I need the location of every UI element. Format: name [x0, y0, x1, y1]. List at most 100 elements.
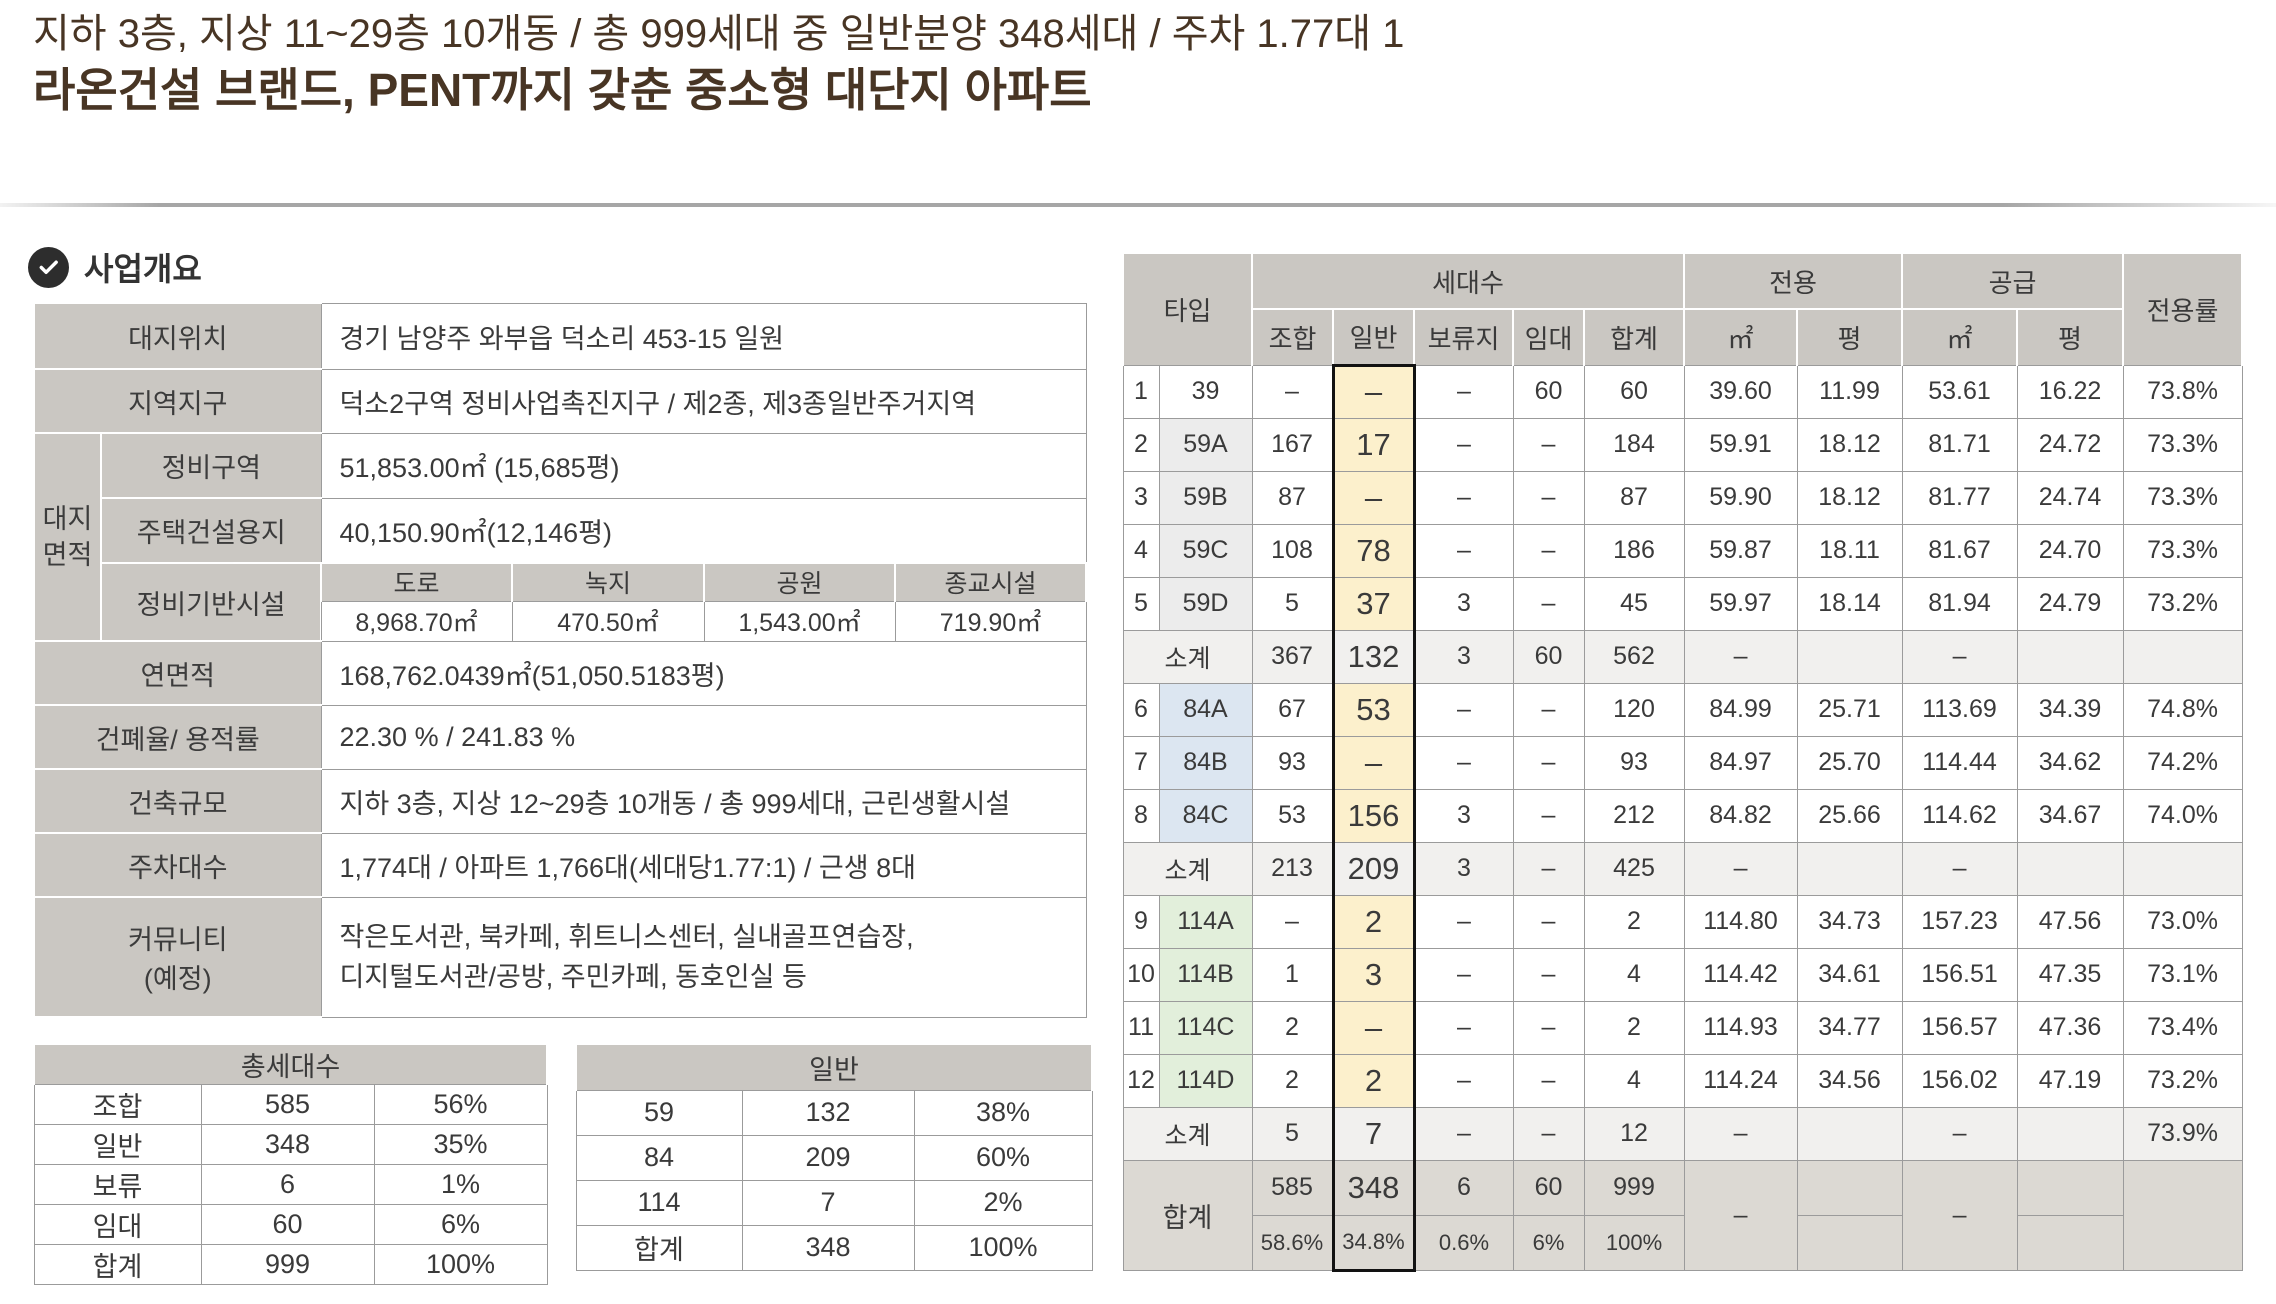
unit-type: 114D: [1158, 1053, 1253, 1108]
subtotal-ilban: 209: [1331, 841, 1416, 896]
col-header-johap: 조합: [1251, 308, 1334, 366]
exclusive-pyeong: 18.11: [1796, 523, 1903, 578]
hapgye-count: 93: [1583, 735, 1685, 790]
supply-pyeong: 47.19: [2016, 1053, 2124, 1108]
boryuji-count: –: [1413, 682, 1514, 737]
exclusive-pyeong: 25.70: [1796, 735, 1903, 790]
project-overview-table: 대지위치 경기 남양주 와부읍 덕소리 453-15 일원 지역지구 덕소2구역…: [33, 302, 1087, 1018]
supply-pyeong: 24.74: [2016, 470, 2124, 525]
subtotal-label: 소계: [1122, 1106, 1253, 1161]
subtotal-exclusive-pyeong: [1796, 841, 1903, 896]
overview-label: 건축규모: [33, 768, 322, 834]
boryuji-count: 3: [1413, 576, 1514, 631]
overview-label: 커뮤니티 (예정): [33, 896, 322, 1018]
unit-table-row: 9 114A –2– –2 114.80 34.73 157.23 47.56 73.0%: [1122, 894, 2243, 949]
subtotal-imdae: –: [1512, 1106, 1585, 1161]
exclusive-ratio: 73.1%: [2122, 947, 2243, 1002]
boryuji-count: –: [1413, 1000, 1514, 1055]
subtotal-hapgye: 12: [1583, 1106, 1685, 1161]
unit-type: 59A: [1158, 417, 1253, 472]
overview-value: 경기 남양주 와부읍 덕소리 453-15 일원: [320, 302, 1087, 370]
imdae-count: –: [1512, 947, 1585, 1002]
johap-count: 108: [1251, 523, 1334, 578]
infra-col-header: 도로: [320, 562, 513, 602]
col-header-boryuji: 보류지: [1413, 308, 1514, 366]
subtotal-johap: 213: [1251, 841, 1334, 896]
ilban-count: 3: [1331, 947, 1416, 1002]
subtotal-boryuji: 3: [1413, 629, 1514, 684]
overview-label: 주차대수: [33, 832, 322, 898]
row-number: 12: [1122, 1053, 1160, 1108]
unit-table-row: 11 114C 2– – –2 114.93 34.77 156.57 47.36 73.4%: [1122, 1000, 2243, 1055]
johap-count: 2: [1251, 1053, 1334, 1108]
exclusive-sqm: 59.91: [1683, 417, 1798, 472]
grand-boryuji: 6: [1413, 1159, 1514, 1216]
overview-value: 22.30 % / 241.83 %: [320, 704, 1087, 770]
ilban-count: 17: [1331, 417, 1416, 472]
general-sale-cell: 100%: [913, 1224, 1093, 1271]
hapgye-count: 4: [1583, 1053, 1685, 1108]
ilban-count: 2: [1331, 894, 1416, 949]
subtotal-exclusive-pyeong: [1796, 629, 1903, 684]
col-header-hapgye: 합계: [1582, 308, 1686, 366]
page-title: 라온건설 브랜드, PENT까지 갖춘 중소형 대단지 아파트: [33, 64, 1092, 116]
infra-value: 470.50㎡: [511, 600, 705, 642]
supply-pyeong: 24.72: [2016, 417, 2124, 472]
unit-table-grand-total-percent-row: 58.6% 34.8% 0.6% 6% 100%: [1123, 1214, 2242, 1272]
ilban-count: –: [1331, 735, 1416, 790]
johap-count: 2: [1251, 1000, 1334, 1055]
overview-value: 지하 3층, 지상 12~29층 10개동 / 총 999세대, 근린생활시설: [320, 768, 1087, 834]
exclusive-pyeong: 34.73: [1796, 894, 1903, 949]
subtotal-hapgye: 562: [1583, 629, 1685, 684]
total-households-cell: 보류: [33, 1164, 202, 1205]
grand-johap: 585: [1251, 1159, 1334, 1216]
supply-sqm: 81.71: [1901, 417, 2018, 472]
site-area-label-line2: 면적: [42, 540, 93, 570]
infra-col-header: 공원: [703, 562, 896, 602]
unit-table-row: 12 114D 2 2– –4 114.24 34.56 156.02 47.19 73.2%: [1122, 1053, 2243, 1108]
subtotal-imdae: –: [1512, 841, 1585, 896]
unit-type: 39: [1158, 364, 1253, 419]
imdae-count: 60: [1512, 364, 1585, 419]
grand-hapgye: 999: [1583, 1159, 1685, 1216]
general-sale-table: 일반 59 132 38% 84 209 60% 114 7 2% 합계 348 100%: [574, 1043, 1094, 1271]
johap-count: 87: [1251, 470, 1334, 525]
general-sale-cell: 7: [741, 1179, 915, 1226]
total-households-cell: 100%: [373, 1244, 548, 1285]
col-header-pyeong: 평: [1796, 308, 1904, 366]
overview-value: 덕소2구역 정비사업촉진지구 / 제2종, 제3종일반주거지역: [320, 368, 1087, 434]
ilban-count: 156: [1331, 788, 1416, 843]
title-block: 지하 3층, 지상 11~29층 10개동 / 총 999세대 중 일반분양 3…: [33, 10, 1404, 118]
col-header-households: 세대수: [1250, 252, 1686, 310]
exclusive-ratio: 73.3%: [2122, 523, 2243, 578]
hapgye-count: 186: [1583, 523, 1685, 578]
overview-value-line2: 디지털도서관/공방, 주민카페, 동호인실 등: [339, 962, 807, 992]
row-number: 9: [1122, 894, 1160, 949]
johap-count: 53: [1251, 788, 1334, 843]
boryuji-count: –: [1413, 947, 1514, 1002]
general-sale-row: 114 7 2%: [575, 1179, 1093, 1226]
boryuji-count: 3: [1413, 788, 1514, 843]
subtotal-ilban: 132: [1331, 629, 1416, 684]
exclusive-pyeong: 18.12: [1796, 470, 1903, 525]
exclusive-sqm: 59.97: [1683, 576, 1798, 631]
boryuji-count: –: [1413, 735, 1514, 790]
boryuji-count: –: [1413, 894, 1514, 949]
supply-pyeong: 47.56: [2016, 894, 2124, 949]
supply-sqm: 81.94: [1901, 576, 2018, 631]
overview-label-line1: 커뮤니티: [128, 925, 228, 955]
general-sale-cell: 84: [575, 1134, 743, 1181]
supply-sqm: 113.69: [1901, 682, 2018, 737]
supply-sqm: 53.61: [1901, 364, 2018, 419]
supply-sqm: 156.57: [1901, 1000, 2018, 1055]
subtotal-boryuji: –: [1413, 1106, 1514, 1161]
subtotal-label: 소계: [1122, 629, 1253, 684]
exclusive-ratio: 73.3%: [2122, 417, 2243, 472]
infra-value: 719.90㎡: [894, 600, 1087, 642]
general-sale-cell: 348: [741, 1224, 915, 1271]
exclusive-ratio: 73.3%: [2122, 470, 2243, 525]
grand-ilban: 348: [1331, 1159, 1416, 1216]
row-number: 4: [1122, 523, 1160, 578]
hapgye-count: 60: [1583, 364, 1685, 419]
supply-sqm: 114.44: [1901, 735, 2018, 790]
